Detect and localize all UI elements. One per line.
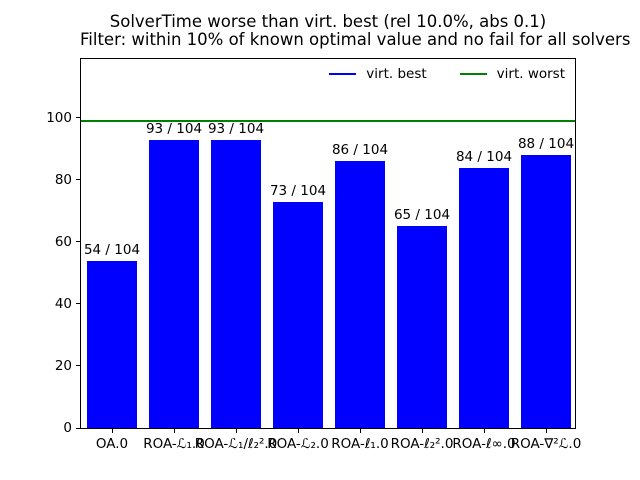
y-tick-mark: [76, 117, 80, 119]
y-tick-label-60: 60: [54, 233, 72, 250]
bar-ROA-∇²ℒ.0: [521, 155, 571, 428]
bar-value-label: 65 / 104: [393, 207, 451, 224]
plot-area: virt. best virt. worst 54 / 104 93 / 104 9…: [80, 58, 576, 429]
bar-value-label: 73 / 104: [269, 182, 327, 199]
virt-best-line-icon: [329, 72, 357, 76]
virt-worst-line-icon: [459, 72, 487, 76]
bar-value-label: 86 / 104: [331, 142, 389, 159]
y-tick-label-100: 100: [46, 109, 72, 126]
bar-value-label: 88 / 104: [517, 136, 575, 153]
chart-title: SolverTime worse than virt. best (rel 10…: [80, 12, 631, 49]
x-tick-mark: [545, 429, 547, 433]
y-tick-mark: [76, 365, 80, 367]
x-tick-label-ROA-ℓ∞.0: ROA-ℓ∞.0: [452, 436, 516, 452]
bar-ROA-ℓ₂².0: [397, 226, 447, 428]
legend-label-virt-worst: virt. worst: [496, 66, 565, 82]
chart-title-line2: Filter: within 10% of known optimal valu…: [80, 30, 631, 49]
bar-ROA-ℓ∞.0: [459, 167, 509, 428]
x-tick-mark: [297, 429, 299, 433]
x-tick-mark: [111, 429, 113, 433]
bar-value-label: 84 / 104: [455, 148, 513, 165]
bar-value-label: 93 / 104: [145, 120, 203, 137]
bar-ROA-ℓ₁.0: [335, 161, 385, 428]
x-tick-label-ROA-ℒ₁.0: ROA-ℒ₁.0: [143, 436, 205, 452]
y-tick-mark: [76, 427, 80, 429]
chart-title-line1: SolverTime worse than virt. best (rel 10…: [109, 12, 547, 31]
legend-label-virt-best: virt. best: [366, 66, 427, 82]
x-tick-mark: [421, 429, 423, 433]
x-tick-mark: [359, 429, 361, 433]
bar-ROA-ℒ₁/ℓ₂².0: [211, 139, 261, 428]
x-tick-mark: [235, 429, 237, 433]
legend-entry-virt-worst: virt. worst: [459, 66, 565, 82]
virt-worst-reference-line: [81, 120, 575, 123]
bar-ROA-ℒ₁.0: [149, 139, 199, 428]
x-tick-label-ROA-ℒ₁/ℓ₂².0: ROA-ℒ₁/ℓ₂².0: [194, 436, 278, 452]
y-tick-mark: [76, 179, 80, 181]
x-tick-label-ROA-ℒ₂.0: ROA-ℒ₂.0: [267, 436, 329, 452]
legend: virt. best virt. worst: [329, 66, 565, 82]
y-tick-mark: [76, 241, 80, 243]
bar-value-label: 54 / 104: [83, 241, 141, 258]
y-tick-label-80: 80: [54, 171, 72, 188]
x-tick-mark: [483, 429, 485, 433]
x-tick-mark: [173, 429, 175, 433]
y-tick-label-0: 0: [63, 420, 72, 436]
y-tick-mark: [76, 303, 80, 305]
x-tick-label-ROA-∇²ℒ.0: ROA-∇²ℒ.0: [510, 436, 582, 452]
y-tick-label-40: 40: [54, 295, 72, 312]
bar-value-label: 93 / 104: [207, 120, 265, 137]
x-tick-label-OA.0: OA.0: [95, 436, 129, 452]
x-tick-label-ROA-ℓ₁.0: ROA-ℓ₁.0: [331, 436, 389, 452]
y-tick-label-20: 20: [54, 357, 72, 374]
bar-OA.0: [87, 260, 137, 428]
bar-ROA-ℒ₂.0: [273, 201, 323, 428]
x-tick-label-ROA-ℓ₂².0: ROA-ℓ₂².0: [390, 436, 454, 452]
legend-entry-virt-best: virt. best: [329, 66, 427, 82]
